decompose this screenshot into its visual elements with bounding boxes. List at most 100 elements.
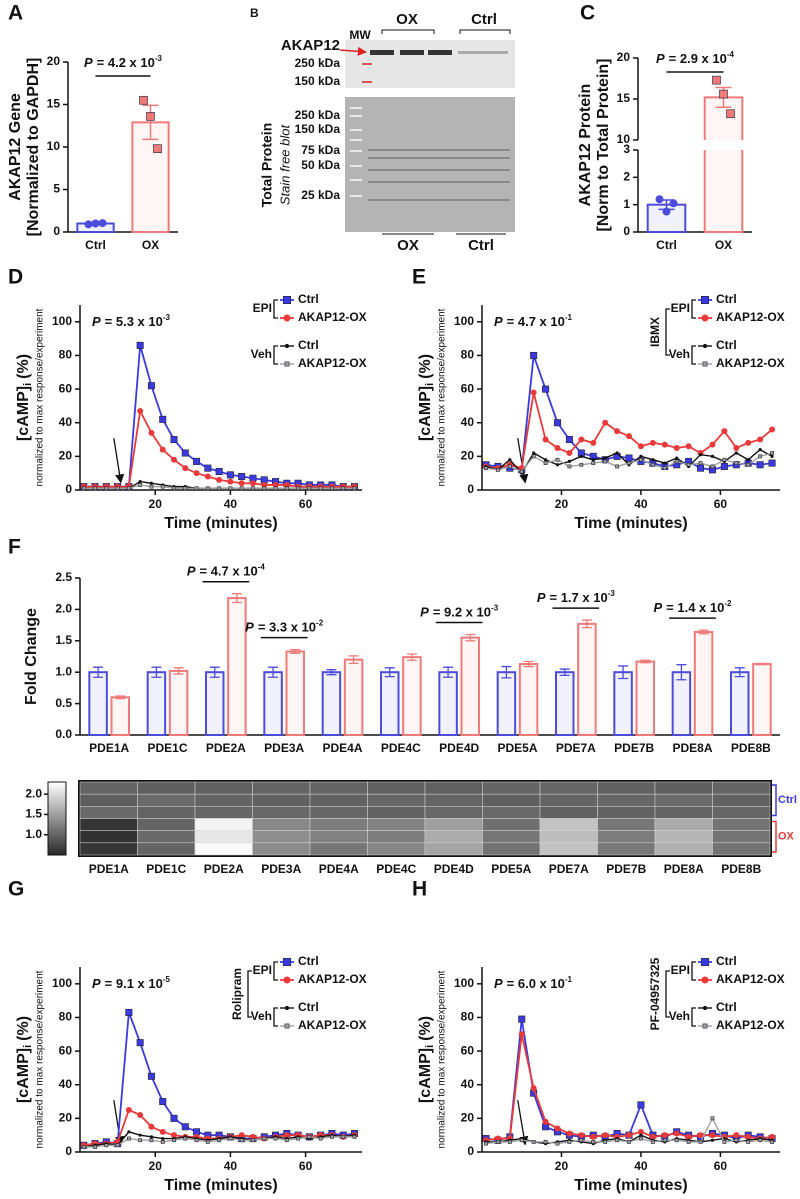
panel-letter: H bbox=[412, 878, 427, 901]
y-tick-label: 20 bbox=[59, 1111, 73, 1125]
error-bar bbox=[618, 665, 629, 680]
marker-label: 250 kDa bbox=[295, 108, 341, 122]
legend-group: EPI bbox=[671, 963, 690, 977]
y-tick-label: 60 bbox=[461, 1043, 475, 1057]
legend-bracket bbox=[273, 1007, 278, 1027]
marker bbox=[746, 458, 750, 462]
x-tick-label: Ctrl bbox=[656, 238, 677, 252]
marker bbox=[675, 456, 679, 460]
y-axis-title: AKAP12 Protein bbox=[577, 84, 594, 207]
marker bbox=[734, 461, 739, 465]
marker bbox=[698, 453, 703, 457]
blot-band bbox=[458, 51, 508, 54]
heatmap-cell bbox=[712, 842, 771, 856]
marker bbox=[702, 1005, 708, 1011]
p-exponent: -4 bbox=[258, 563, 266, 572]
marker bbox=[138, 1138, 143, 1143]
marker bbox=[709, 441, 716, 448]
legend-label: Ctrl bbox=[298, 954, 319, 968]
y-tick-label: 20 bbox=[59, 449, 73, 463]
target-arrow bbox=[339, 46, 367, 56]
colorbar-tick-label: 2.0 bbox=[25, 786, 42, 800]
p-exponent: -1 bbox=[565, 975, 573, 984]
lane-label: OX bbox=[397, 237, 419, 254]
error-bar bbox=[326, 669, 337, 676]
p-text: = 3.3 x 10 bbox=[258, 620, 316, 635]
heatmap-cell bbox=[539, 806, 598, 819]
marker bbox=[685, 443, 692, 450]
marker bbox=[283, 1132, 290, 1139]
mw-label: MW bbox=[349, 28, 371, 42]
heatmap-cell bbox=[252, 793, 311, 807]
heatmap-cell bbox=[309, 842, 368, 856]
marker bbox=[181, 449, 189, 457]
marker bbox=[170, 436, 178, 444]
heatmap-cell bbox=[654, 806, 713, 819]
marker bbox=[273, 1136, 278, 1141]
marker bbox=[710, 1138, 715, 1142]
marker bbox=[662, 1138, 667, 1143]
legend-label: Ctrl bbox=[298, 1000, 319, 1014]
heatmap-cell bbox=[712, 781, 771, 795]
marker bbox=[84, 220, 93, 229]
marker bbox=[700, 295, 709, 304]
marker bbox=[217, 486, 222, 491]
marker bbox=[146, 112, 155, 121]
marker bbox=[649, 439, 656, 446]
marker bbox=[768, 459, 776, 467]
marker bbox=[138, 1133, 142, 1137]
marker bbox=[139, 95, 148, 105]
legend-group: EPI bbox=[253, 301, 272, 315]
marker bbox=[567, 464, 572, 469]
marker bbox=[614, 428, 621, 435]
x-tick-label: 60 bbox=[299, 1159, 313, 1173]
error-bar bbox=[384, 667, 395, 678]
marker bbox=[98, 219, 107, 228]
marker bbox=[93, 1145, 97, 1149]
marker bbox=[625, 454, 633, 462]
marker bbox=[555, 463, 560, 467]
y-tick-label: 100 bbox=[52, 976, 72, 990]
marker bbox=[758, 1138, 763, 1143]
marker bbox=[639, 457, 643, 462]
y-title-sub: i bbox=[22, 1045, 34, 1048]
marker bbox=[590, 1133, 597, 1140]
heatmap-cell bbox=[654, 818, 713, 831]
bar bbox=[730, 671, 750, 737]
p-exponent: -2 bbox=[316, 619, 324, 628]
row-group-label: OX bbox=[778, 831, 795, 843]
marker bbox=[307, 1134, 312, 1139]
marker bbox=[127, 1130, 131, 1134]
marker bbox=[159, 1128, 166, 1135]
bar bbox=[671, 671, 692, 737]
bar bbox=[438, 671, 458, 737]
x-tick-label: PDE4D bbox=[439, 741, 479, 755]
y-axis-subtitle: normalized to max response/experiment bbox=[437, 970, 448, 1148]
x-tick-label: PDE2A bbox=[204, 862, 244, 876]
blot-image bbox=[345, 97, 515, 232]
marker bbox=[284, 361, 290, 367]
y-title-sub: i bbox=[22, 383, 34, 386]
marker bbox=[701, 976, 709, 984]
y-tick-label: 80 bbox=[461, 348, 475, 362]
treatment-label: Rolipram bbox=[230, 968, 244, 1020]
marker bbox=[722, 457, 727, 462]
legend-label: Ctrl bbox=[298, 292, 319, 306]
legend-bracket bbox=[691, 345, 696, 365]
error-bar bbox=[640, 659, 651, 664]
p-text: = 5.3 x 10 bbox=[105, 314, 163, 329]
y-tick-label: 60 bbox=[59, 1043, 73, 1057]
p-exponent: -3 bbox=[608, 589, 616, 598]
bar bbox=[693, 631, 714, 736]
p-text: = 4.2 x 10 bbox=[97, 55, 155, 70]
error-bar bbox=[115, 695, 126, 700]
y-axis-title: Fold Change bbox=[23, 608, 40, 705]
bar bbox=[460, 636, 480, 736]
marker bbox=[639, 1136, 643, 1141]
marker bbox=[159, 415, 167, 423]
y-axis-subtitle: normalized to max response/experiment bbox=[437, 308, 448, 486]
marker bbox=[712, 75, 721, 85]
marker bbox=[239, 1138, 244, 1143]
p-value: P = 2.9 x 10-4 bbox=[656, 50, 735, 66]
y-tick-label: 0 bbox=[65, 482, 72, 496]
